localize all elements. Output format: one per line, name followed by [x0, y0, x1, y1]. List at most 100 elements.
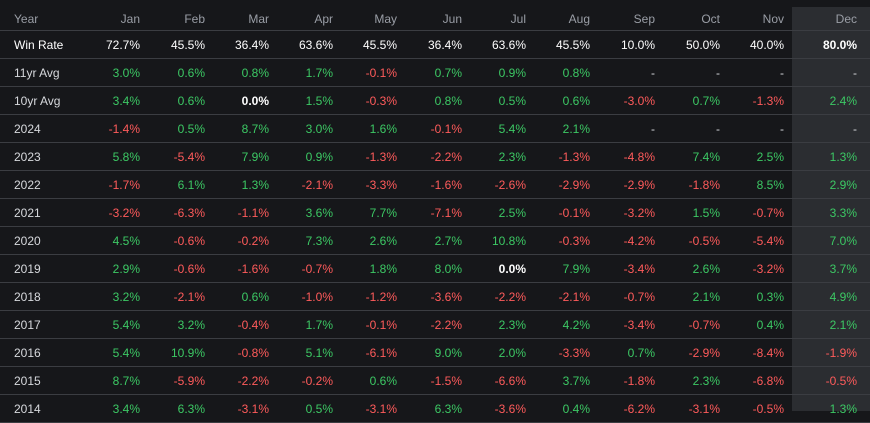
column-header-jan: Jan: [120, 11, 140, 26]
return-cell: -0.7%: [752, 205, 784, 220]
return-cell: -2.9%: [623, 177, 655, 192]
return-cell: 2.9%: [112, 261, 140, 276]
row-label: 2022: [14, 177, 41, 192]
column-header-feb: Feb: [184, 11, 205, 26]
return-cell: -1.3%: [365, 149, 397, 164]
return-cell: 5.8%: [112, 149, 140, 164]
table-row: 2014 3.4% 6.3% -3.1% 0.5% -3.1% 6.3% -3.6% 0.4% -…: [0, 395, 870, 423]
return-cell: 2.3%: [498, 149, 526, 164]
return-cell: -: [853, 121, 857, 136]
return-cell: 0.8%: [562, 65, 590, 80]
column-header-sep: Sep: [633, 11, 655, 26]
return-cell: -3.6%: [430, 289, 462, 304]
return-cell: -6.1%: [365, 345, 397, 360]
return-cell: -5.4%: [173, 149, 205, 164]
return-cell: 1.5%: [305, 93, 333, 108]
return-cell: 0.6%: [562, 93, 590, 108]
return-cell: 50.0%: [685, 37, 720, 52]
return-cell: 8.7%: [112, 373, 140, 388]
table-row: 11yr Avg 3.0% 0.6% 0.8% 1.7% -0.1% 0.7% 0.9% 0.8…: [0, 59, 870, 87]
row-label: 2020: [14, 233, 41, 248]
return-cell: 6.1%: [177, 177, 205, 192]
return-cell: 0.6%: [177, 93, 205, 108]
return-cell: -: [780, 121, 784, 136]
return-cell: 7.9%: [562, 261, 590, 276]
return-cell: -0.2%: [301, 373, 333, 388]
return-cell: -0.3%: [365, 93, 397, 108]
table-row: 2019 2.9% -0.6% -1.6% -0.7% 1.8% 8.0% 0.0% 7.9% -…: [0, 255, 870, 283]
return-cell: 7.9%: [241, 149, 269, 164]
return-cell: -0.5%: [688, 233, 720, 248]
return-cell: -0.8%: [237, 345, 269, 360]
table-row: 2021 -3.2% -6.3% -1.1% 3.6% 7.7% -7.1% 2.5% -0.1…: [0, 199, 870, 227]
return-cell: -3.1%: [365, 401, 397, 416]
return-cell: -1.9%: [825, 345, 857, 360]
return-cell: -3.1%: [688, 401, 720, 416]
return-cell: 45.5%: [555, 37, 590, 52]
return-cell: 8.7%: [241, 121, 269, 136]
return-cell: 0.3%: [756, 289, 784, 304]
row-label: 2023: [14, 149, 41, 164]
return-cell: 0.8%: [434, 93, 462, 108]
return-cell: -3.2%: [752, 261, 784, 276]
return-cell: -0.1%: [365, 65, 397, 80]
return-cell: -2.9%: [688, 345, 720, 360]
return-cell: 3.4%: [112, 401, 140, 416]
return-cell: 3.2%: [112, 289, 140, 304]
table-row: Win Rate 72.7% 45.5% 36.4% 63.6% 45.5% 36.4% 63…: [0, 31, 870, 59]
return-cell: 0.5%: [305, 401, 333, 416]
return-cell: 4.5%: [112, 233, 140, 248]
return-cell: -1.0%: [301, 289, 333, 304]
return-cell: 3.3%: [829, 205, 857, 220]
return-cell: 1.5%: [692, 205, 720, 220]
row-label: 2019: [14, 261, 41, 276]
return-cell: 6.3%: [177, 401, 205, 416]
return-cell: 0.0%: [498, 261, 526, 276]
return-cell: 2.5%: [498, 205, 526, 220]
return-cell: 2.1%: [562, 121, 590, 136]
row-label: 2016: [14, 345, 41, 360]
table-row: 2023 5.8% -5.4% 7.9% 0.9% -1.3% -2.2% 2.3% -1.3%…: [0, 143, 870, 171]
return-cell: -: [651, 65, 655, 80]
return-cell: 45.5%: [170, 37, 205, 52]
return-cell: 1.3%: [829, 149, 857, 164]
return-cell: -0.6%: [173, 261, 205, 276]
return-cell: -6.3%: [173, 205, 205, 220]
return-cell: 0.9%: [498, 65, 526, 80]
return-cell: 72.7%: [105, 37, 140, 52]
row-label: 2018: [14, 289, 41, 304]
return-cell: 0.5%: [498, 93, 526, 108]
return-cell: 5.4%: [112, 345, 140, 360]
return-cell: 80.0%: [822, 37, 857, 52]
return-cell: -2.1%: [558, 289, 590, 304]
return-cell: -: [780, 65, 784, 80]
column-header-aug: Aug: [568, 11, 590, 26]
return-cell: 3.7%: [829, 261, 857, 276]
return-cell: 3.6%: [305, 205, 333, 220]
return-cell: 5.1%: [305, 345, 333, 360]
return-cell: -7.1%: [430, 205, 462, 220]
return-cell: 7.3%: [305, 233, 333, 248]
table-row: 2016 5.4% 10.9% -0.8% 5.1% -6.1% 9.0% 2.0% -3.3%…: [0, 339, 870, 367]
return-cell: 45.5%: [362, 37, 397, 52]
return-cell: 63.6%: [298, 37, 333, 52]
return-cell: -3.3%: [365, 177, 397, 192]
return-cell: 1.8%: [369, 261, 397, 276]
column-header-year: Year: [14, 11, 39, 26]
return-cell: 2.1%: [829, 317, 857, 332]
return-cell: 0.8%: [241, 65, 269, 80]
row-label: 2017: [14, 317, 41, 332]
return-cell: 10.9%: [170, 345, 205, 360]
return-cell: -: [651, 121, 655, 136]
return-cell: -0.5%: [752, 401, 784, 416]
return-cell: 2.3%: [692, 373, 720, 388]
return-cell: -8.4%: [752, 345, 784, 360]
table-row: 2020 4.5% -0.6% -0.2% 7.3% 2.6% 2.7% 10.8% -0.3%…: [0, 227, 870, 255]
return-cell: -2.2%: [430, 149, 462, 164]
return-cell: -6.8%: [752, 373, 784, 388]
return-cell: 2.3%: [498, 317, 526, 332]
return-cell: -1.5%: [430, 373, 462, 388]
return-cell: -2.2%: [494, 289, 526, 304]
dec-column-highlight: [792, 7, 870, 411]
return-cell: 8.0%: [434, 261, 462, 276]
